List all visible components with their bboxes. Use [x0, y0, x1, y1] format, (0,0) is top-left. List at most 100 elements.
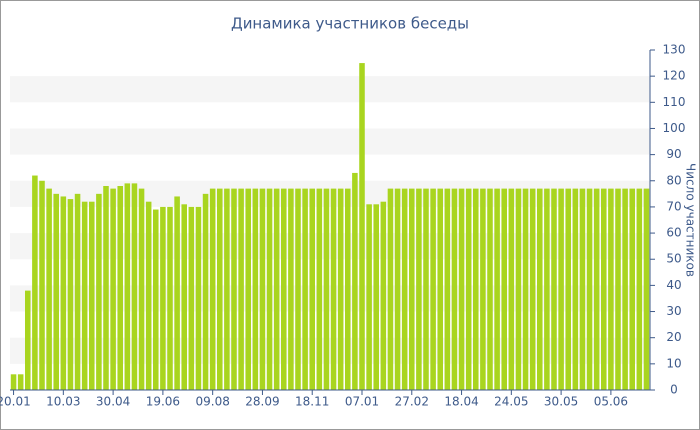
bar	[394, 188, 401, 390]
bar	[572, 188, 579, 390]
bar	[153, 209, 159, 390]
bar	[345, 188, 351, 390]
bar	[181, 204, 187, 390]
bar	[387, 188, 394, 390]
bar	[252, 188, 259, 390]
grid-band	[10, 76, 650, 103]
bar	[551, 188, 557, 390]
bar	[508, 188, 515, 390]
bar	[39, 180, 45, 390]
bar	[138, 188, 145, 390]
bar	[529, 188, 536, 390]
bar	[593, 188, 600, 390]
bar	[430, 188, 436, 390]
x-tick-label: 10.03	[46, 395, 80, 409]
bar	[32, 175, 38, 390]
y-tick-label: 0	[670, 383, 678, 397]
bar	[608, 188, 614, 390]
x-tick-label: 27.02	[395, 395, 429, 409]
bar	[409, 188, 415, 390]
bar	[458, 188, 465, 390]
bar	[544, 188, 550, 390]
bar	[167, 206, 173, 390]
bar	[53, 193, 59, 390]
bar	[579, 188, 586, 390]
bar	[195, 206, 202, 390]
bar	[231, 188, 237, 390]
bar	[622, 188, 628, 390]
bar	[110, 188, 116, 390]
bar	[202, 193, 209, 390]
y-tick-label: 100	[663, 121, 686, 135]
bar	[359, 63, 365, 390]
y-axis-label: Число участников	[684, 163, 698, 277]
bar	[60, 196, 67, 390]
bar	[259, 188, 266, 390]
bar	[46, 188, 52, 390]
bar	[437, 188, 443, 390]
y-tick-label: 40	[666, 278, 681, 292]
bar	[10, 374, 17, 390]
bar	[209, 188, 216, 390]
y-tick-label: 10	[666, 356, 681, 370]
bar	[416, 188, 422, 390]
bar	[81, 201, 88, 390]
bar	[238, 188, 244, 390]
bar	[145, 201, 152, 390]
bar	[601, 188, 607, 390]
bar	[217, 188, 223, 390]
grid-band	[10, 180, 650, 207]
bar	[295, 188, 301, 390]
bar	[174, 196, 180, 390]
grid-band	[10, 233, 650, 260]
bar	[465, 188, 472, 390]
bar	[330, 188, 337, 390]
bar	[636, 188, 643, 390]
bar	[586, 188, 593, 390]
y-tick-label: 110	[663, 95, 686, 109]
bar	[160, 206, 166, 390]
bar	[643, 188, 650, 390]
bar	[309, 188, 315, 390]
bar	[337, 188, 344, 390]
bar	[117, 186, 123, 390]
y-tick-label: 120	[663, 69, 686, 83]
bar	[494, 188, 500, 390]
y-tick-label: 60	[666, 226, 681, 240]
bar	[451, 188, 458, 390]
x-tick-label: 30.04	[96, 395, 130, 409]
bar	[245, 188, 251, 390]
bar	[565, 188, 571, 390]
bar	[380, 201, 387, 390]
x-tick-label: 05.06	[594, 395, 628, 409]
bar	[423, 188, 429, 390]
grid-band	[10, 128, 650, 155]
bar	[487, 188, 493, 390]
bar	[281, 188, 287, 390]
bar	[615, 188, 621, 390]
x-tick-label: 09.08	[195, 395, 229, 409]
bar	[401, 188, 408, 390]
y-tick-label: 30	[666, 304, 681, 318]
y-tick-label: 20	[666, 330, 681, 344]
bar	[501, 188, 507, 390]
bar	[89, 201, 95, 390]
y-tick-label: 130	[663, 43, 686, 57]
bar	[558, 188, 564, 390]
bar	[67, 199, 74, 390]
bar	[352, 172, 358, 390]
bar	[25, 290, 31, 390]
bar	[629, 188, 635, 390]
bar	[473, 188, 479, 390]
bar	[131, 183, 138, 390]
grid-band	[10, 337, 650, 364]
x-tick-label: 24.05	[494, 395, 528, 409]
bar	[288, 188, 294, 390]
bar	[266, 188, 273, 390]
bar	[373, 204, 379, 390]
grid-band	[10, 285, 650, 312]
x-tick-label: 20.01	[0, 395, 31, 409]
x-tick-label: 30.05	[544, 395, 578, 409]
x-tick-label: 18.11	[295, 395, 329, 409]
